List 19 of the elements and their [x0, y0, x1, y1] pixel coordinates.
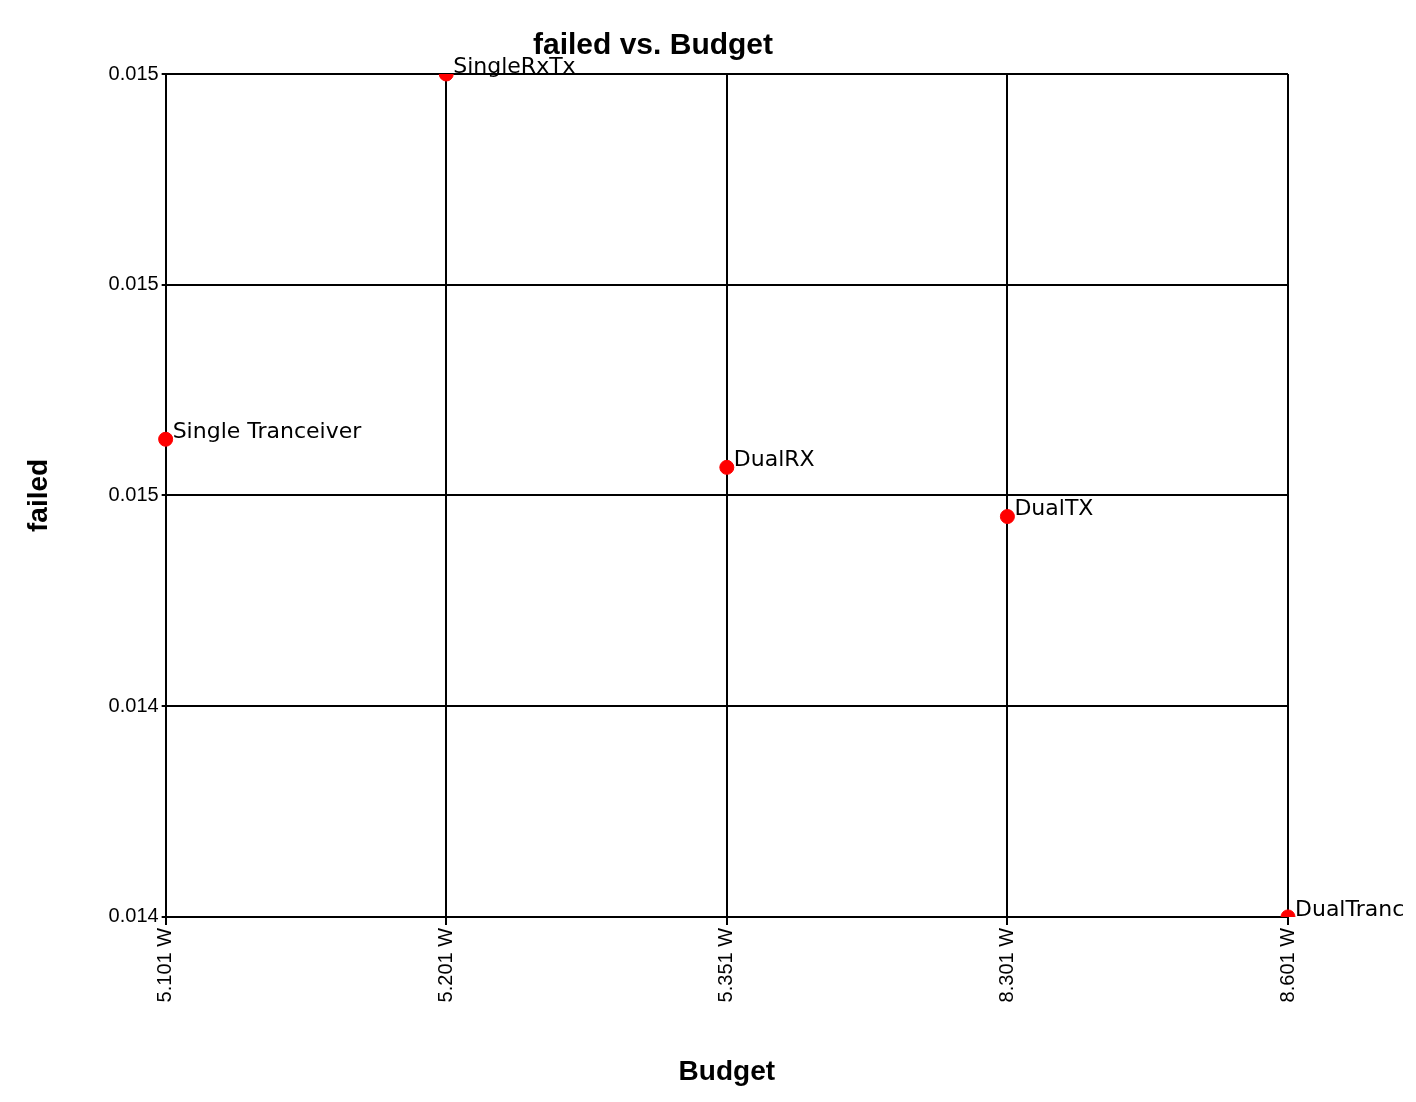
y-tick-label: 0.015: [108, 61, 159, 84]
x-tick-label: 5.201 W: [433, 927, 456, 1003]
annotation: DualTX: [1014, 495, 1094, 521]
y-tick-label: 0.014: [108, 904, 159, 927]
y-axis-title: failed: [21, 458, 53, 533]
point: [719, 459, 735, 475]
x-tick-label: 8.601 W: [1275, 927, 1298, 1003]
x-tick-label: 8.301 W: [994, 927, 1017, 1003]
point: [999, 509, 1015, 525]
point: [158, 431, 174, 447]
annotation: DualTranc: [1295, 895, 1405, 921]
y-tick-label: 0.015: [108, 272, 159, 295]
y-tick-label: 0.014: [108, 693, 159, 716]
x-tick-label: 5.101 W: [153, 927, 176, 1003]
y-tick-label: 0.015: [108, 482, 159, 505]
x-tick-label: 5.351 W: [714, 927, 737, 1003]
x-axis-title: Budget: [678, 1054, 776, 1086]
annotation: Single Tranceiver: [172, 417, 363, 443]
annotation: DualRX: [733, 446, 815, 472]
